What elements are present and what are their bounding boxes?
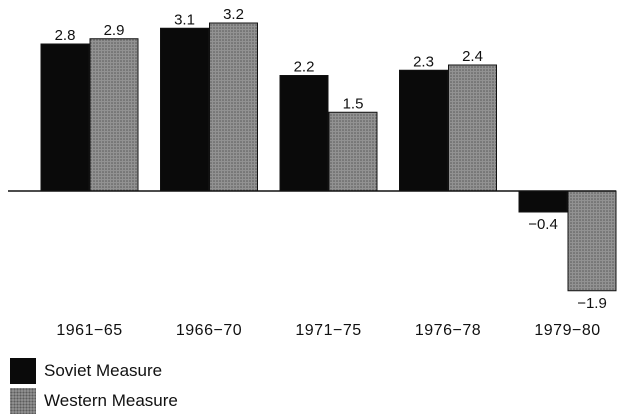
bar-soviet-1976-78 — [399, 69, 448, 192]
data-label-western-1979-80: −1.9 — [577, 295, 607, 312]
bar-soviet-1971-75 — [279, 75, 329, 192]
bar-soviet-1961-65 — [40, 43, 90, 192]
legend: Soviet Measure Western Measure — [10, 356, 178, 416]
legend-item-western: Western Measure — [10, 386, 178, 416]
bar-chart: 2.8 2.9 1961−65 3.1 3.2 1966−70 2.2 1.5 1971−75 2… — [8, 6, 617, 339]
bar-soviet-1979-80 — [518, 190, 568, 213]
legend-label-soviet: Soviet Measure — [44, 361, 163, 380]
x-tick-label-1979-80: 1979−80 — [534, 322, 600, 339]
bar-western-1971-75 — [328, 111, 378, 192]
x-tick-label-1966-70: 1966−70 — [176, 322, 242, 339]
bar-western-1961-65 — [89, 38, 139, 192]
data-label-western-1961-65: 2.9 — [104, 22, 125, 39]
data-label-western-1976-78: 2.4 — [462, 48, 483, 65]
x-tick-label-1976-78: 1976−78 — [415, 322, 481, 339]
data-label-western-1971-75: 1.5 — [343, 95, 364, 112]
bar-western-1976-78 — [448, 64, 497, 192]
legend-swatch-western — [10, 388, 36, 414]
legend-swatch-soviet — [10, 358, 36, 384]
data-label-soviet-1961-65: 2.8 — [55, 27, 76, 44]
x-tick-label-1971-75: 1971−75 — [295, 322, 361, 339]
bar-soviet-1966-70 — [160, 27, 209, 192]
legend-label-western: Western Measure — [44, 391, 178, 410]
bar-western-1966-70 — [209, 22, 258, 192]
x-tick-label-1961-65: 1961−65 — [56, 322, 122, 339]
data-label-western-1966-70: 3.2 — [223, 6, 244, 23]
data-label-soviet-1971-75: 2.2 — [294, 59, 315, 76]
data-label-soviet-1966-70: 3.1 — [174, 11, 195, 28]
legend-item-soviet: Soviet Measure — [10, 356, 178, 386]
data-label-soviet-1976-78: 2.3 — [413, 53, 434, 70]
bar-western-1979-80 — [567, 190, 617, 292]
data-label-soviet-1979-80: −0.4 — [528, 216, 558, 233]
